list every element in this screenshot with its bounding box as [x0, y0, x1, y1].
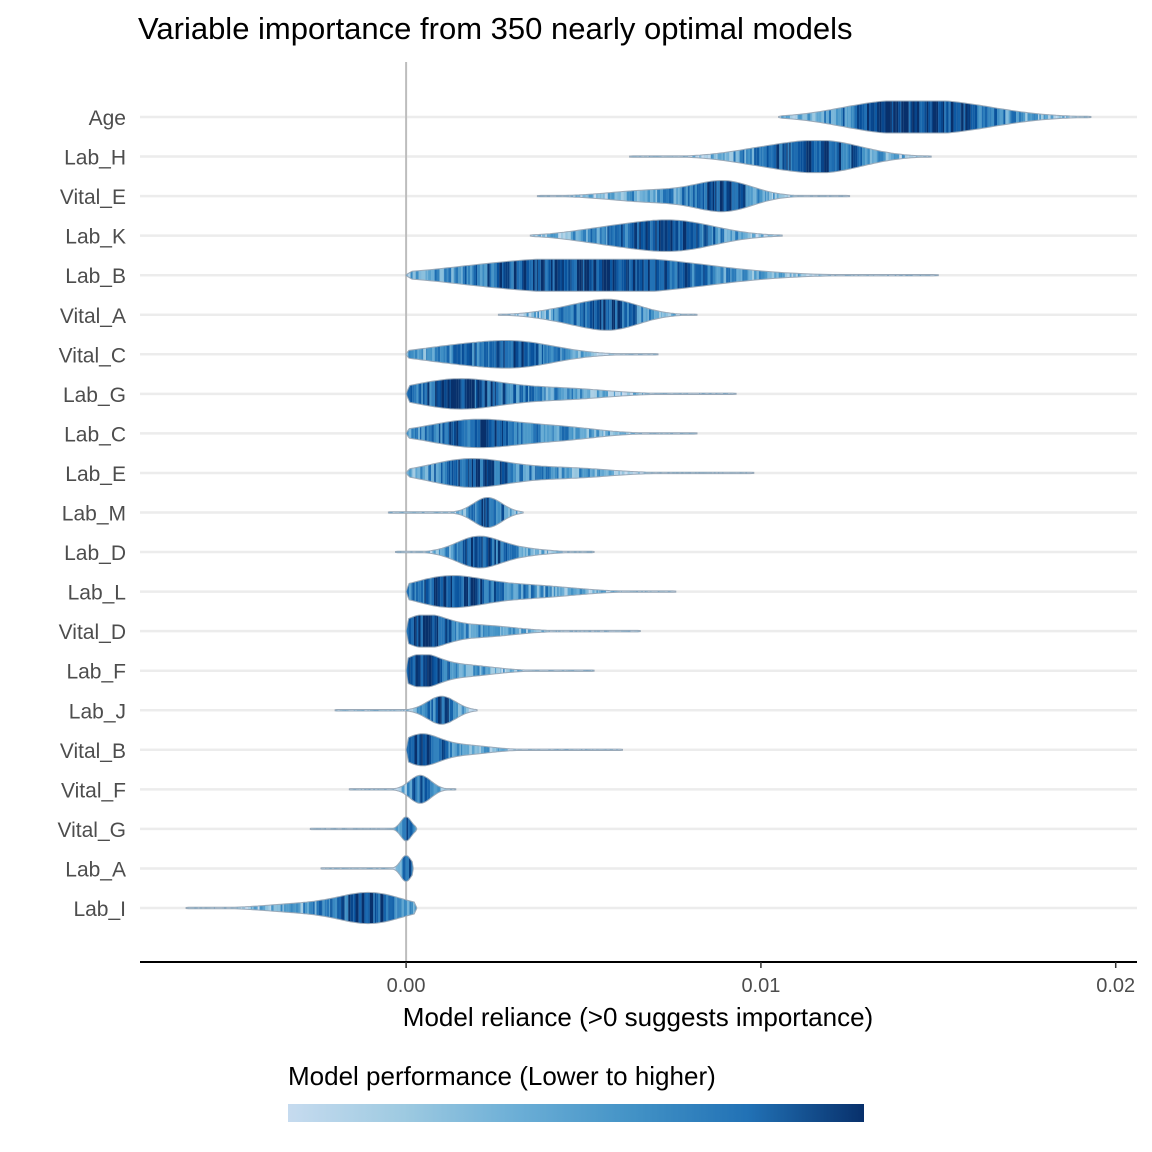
violin-vital-e	[536, 179, 851, 213]
violin-lab-e	[405, 457, 755, 488]
violin-lab-l	[405, 575, 677, 609]
violin-lab-j	[334, 695, 478, 725]
y-label-vital-c: Vital_C	[59, 344, 126, 367]
y-label-vital-a: Vital_A	[60, 305, 126, 328]
violin-lab-g	[405, 378, 737, 410]
violin-vital-b	[405, 733, 623, 767]
legend-colorbar	[288, 1104, 864, 1122]
violin-vital-f	[348, 774, 457, 804]
y-axis-labels: Age Lab_H Vital_E Lab_K Lab_B Vital_A Vital_C L…	[58, 107, 127, 921]
y-label-lab-c: Lab_C	[64, 423, 126, 446]
violin-vital-c	[405, 340, 659, 369]
violin-age	[778, 100, 1092, 134]
y-label-lab-b: Lab_B	[65, 265, 126, 288]
x-axis-label: Model reliance (>0 suggests importance)	[403, 1002, 873, 1032]
y-label-lab-m: Lab_M	[62, 503, 126, 526]
chart-title: Variable importance from 350 nearly opti…	[138, 11, 852, 46]
y-label-lab-i: Lab_I	[73, 898, 126, 921]
y-label-lab-k: Lab_K	[65, 226, 126, 249]
violin-lab-i	[185, 891, 418, 925]
y-label-lab-f: Lab_F	[66, 661, 126, 684]
legend: Model performance (Lower to higher)	[288, 1061, 864, 1122]
violin-lab-a	[320, 854, 414, 882]
y-label-vital-e: Vital_E	[60, 186, 126, 209]
violin-lab-c	[405, 418, 698, 449]
violin-vital-g	[309, 816, 418, 842]
x-axis-ticks: 0.00 0.01 0.02	[387, 962, 1135, 997]
x-tick-label: 0.02	[1096, 975, 1135, 997]
y-label-vital-f: Vital_F	[61, 779, 126, 802]
y-label-vital-b: Vital_B	[60, 740, 126, 763]
x-tick-label: 0.00	[387, 975, 426, 997]
y-label-lab-h: Lab_H	[64, 147, 126, 170]
violin-lab-f	[405, 654, 595, 688]
violin-lab-b	[405, 258, 939, 292]
violin-lab-d	[395, 535, 595, 569]
y-label-lab-e: Lab_E	[65, 463, 126, 486]
y-label-age: Age	[89, 107, 126, 130]
violin-lab-h	[629, 140, 932, 174]
violin-vital-d	[405, 614, 641, 648]
x-tick-label: 0.01	[741, 975, 780, 997]
violin-vital-a	[497, 298, 698, 331]
y-label-vital-g: Vital_G	[58, 819, 127, 842]
y-label-vital-d: Vital_D	[59, 621, 126, 644]
y-label-lab-g: Lab_G	[63, 384, 126, 407]
violin-lab-m	[387, 497, 524, 528]
y-label-lab-d: Lab_D	[64, 542, 126, 565]
legend-title: Model performance (Lower to higher)	[288, 1061, 716, 1091]
y-label-lab-a: Lab_A	[65, 858, 126, 881]
violin-lab-k	[529, 219, 783, 252]
y-label-lab-j: Lab_J	[69, 700, 126, 723]
y-label-lab-l: Lab_L	[68, 582, 126, 605]
